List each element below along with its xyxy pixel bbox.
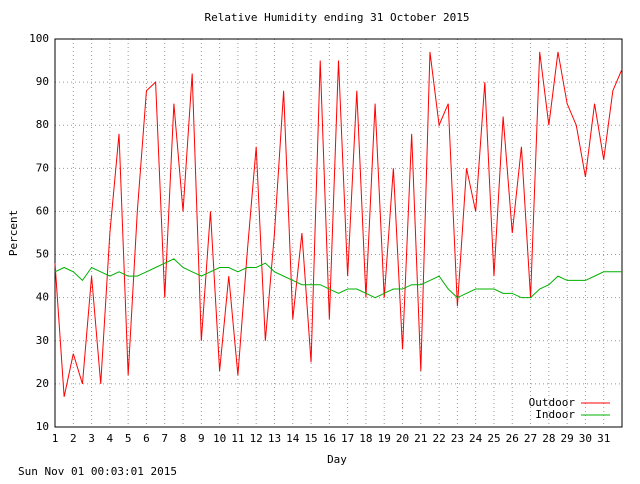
x-tick-label: 5 bbox=[125, 432, 132, 445]
x-tick-label: 15 bbox=[304, 432, 317, 445]
x-tick-label: 29 bbox=[561, 432, 574, 445]
x-tick-label: 9 bbox=[198, 432, 205, 445]
x-tick-label: 14 bbox=[286, 432, 300, 445]
x-tick-label: 17 bbox=[341, 432, 354, 445]
x-tick-label: 16 bbox=[323, 432, 336, 445]
x-tick-label: 6 bbox=[143, 432, 150, 445]
x-tick-label: 11 bbox=[231, 432, 244, 445]
x-tick-label: 19 bbox=[378, 432, 391, 445]
x-tick-label: 23 bbox=[451, 432, 464, 445]
x-tick-label: 4 bbox=[107, 432, 114, 445]
plot-frame bbox=[54, 38, 623, 428]
y-tick-label: 100 bbox=[29, 32, 49, 45]
y-tick-label: 80 bbox=[36, 118, 49, 131]
x-tick-label: 18 bbox=[359, 432, 372, 445]
y-tick-label: 40 bbox=[36, 291, 49, 304]
x-tick-label: 21 bbox=[414, 432, 427, 445]
x-tick-label: 8 bbox=[180, 432, 187, 445]
x-tick-label: 28 bbox=[542, 432, 555, 445]
data-line bbox=[54, 258, 622, 299]
chart-title: Relative Humidity ending 31 October 2015 bbox=[205, 11, 470, 24]
data-line bbox=[54, 51, 623, 397]
x-tick-label: 10 bbox=[213, 432, 226, 445]
x-tick-label: 22 bbox=[432, 432, 445, 445]
y-tick-label: 70 bbox=[36, 161, 49, 174]
legend-label: Outdoor bbox=[529, 396, 576, 409]
y-tick-label: 30 bbox=[36, 334, 49, 347]
y-tick-label: 90 bbox=[36, 75, 49, 88]
x-tick-label: 24 bbox=[469, 432, 483, 445]
x-tick-label: 30 bbox=[579, 432, 592, 445]
legend-label: Indoor bbox=[535, 408, 575, 421]
x-tick-label: 1 bbox=[52, 432, 59, 445]
x-tick-label: 27 bbox=[524, 432, 537, 445]
x-tick-label: 25 bbox=[487, 432, 500, 445]
x-tick-label: 26 bbox=[506, 432, 519, 445]
x-tick-label: 12 bbox=[250, 432, 263, 445]
y-tick-label: 20 bbox=[36, 377, 49, 390]
x-tick-label: 7 bbox=[161, 432, 168, 445]
x-tick-label: 20 bbox=[396, 432, 409, 445]
y-tick-label: 10 bbox=[36, 420, 49, 433]
y-tick-label: 60 bbox=[36, 204, 49, 217]
y-axis-label: Percent bbox=[7, 210, 20, 256]
y-tick-label: 50 bbox=[36, 248, 49, 261]
x-axis-label: Day bbox=[327, 453, 347, 466]
x-tick-label: 2 bbox=[70, 432, 77, 445]
x-tick-label: 3 bbox=[88, 432, 95, 445]
footer: Sun Nov 01 00:03:01 2015 bbox=[18, 465, 177, 478]
x-tick-label: 31 bbox=[597, 432, 610, 445]
x-tick-label: 13 bbox=[268, 432, 281, 445]
